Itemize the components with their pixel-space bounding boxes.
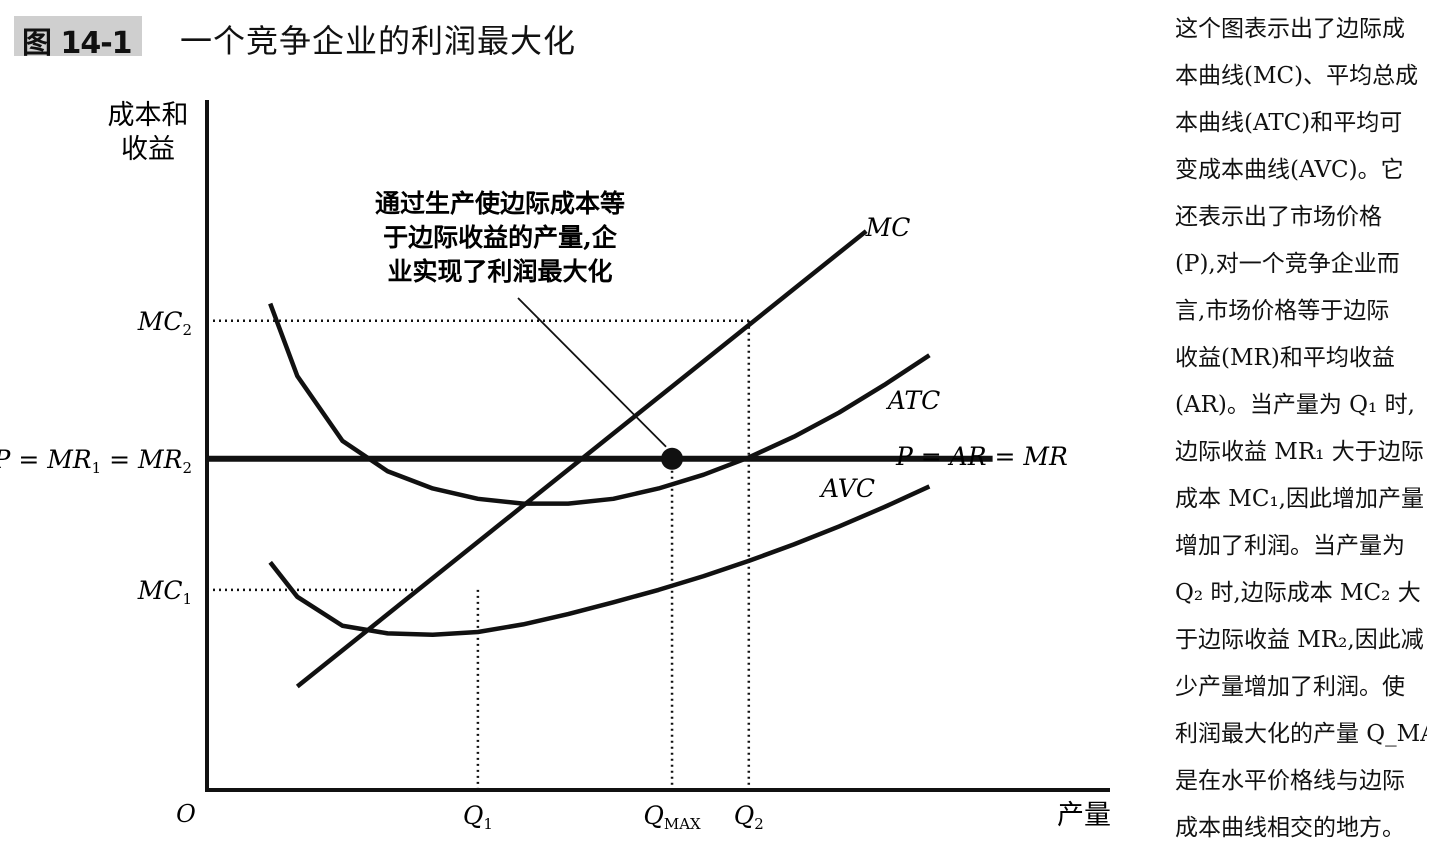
annotation-leader-line [517, 297, 667, 448]
caption-line: 增加了利润。当产量为 [1175, 533, 1405, 559]
figure-caption: 这个图表示出了边际成 本曲线(MC)、平均总成 本曲线(ATC)和平均可 变成本曲线(… [1175, 6, 1427, 852]
series-label: ATC [886, 386, 941, 415]
figure-title: 一个竞争企业的利润最大化 [180, 22, 577, 60]
x-tick-label: Q1 [463, 801, 493, 833]
caption-line: (P),对一个竞争企业而 [1175, 251, 1400, 277]
caption-line: 本曲线(MC)、平均总成 [1175, 63, 1419, 89]
caption-line: 变成本曲线(AVC)。它 [1175, 157, 1404, 183]
caption-line: 是在水平价格线与边际 [1175, 768, 1405, 794]
max-profit-point [661, 447, 684, 470]
annotation-text: 于边际收益的产量,企 [383, 223, 618, 252]
caption-line: 这个图表示出了边际成 [1175, 16, 1405, 42]
y-axis-title: 成本和 [108, 100, 189, 131]
axes [205, 100, 1110, 792]
x-tick-label: Q2 [734, 801, 764, 833]
caption-line: 成本曲线相交的地方。 [1175, 815, 1405, 841]
y-axis-title: 收益 [121, 134, 175, 165]
caption-line: Q₂ 时,边际成本 MC₂ 大 [1175, 580, 1421, 606]
y-tick-label: P = MR1 = MR2 [0, 445, 192, 477]
annotation-text: 通过生产使边际成本等 [375, 189, 625, 218]
caption-line: 于边际收益 MR₂,因此减 [1175, 627, 1424, 653]
x-axis-title: 产量 [1057, 800, 1111, 831]
caption-line: 成本 MC₁,因此增加产量 [1175, 486, 1424, 512]
y-tick-label: MC1 [137, 576, 192, 608]
series-label: AVC [819, 474, 875, 503]
caption-line: 边际收益 MR₁ 大于边际 [1175, 439, 1424, 465]
avc-curve [268, 484, 931, 637]
series-label: MC [865, 213, 911, 242]
caption-line: 言,市场价格等于边际 [1175, 298, 1390, 324]
x-tick-label: QMAX [643, 801, 701, 833]
caption-line: 少产量增加了利润。使 [1175, 674, 1405, 700]
curves [207, 229, 993, 689]
caption-line: 利润最大化的产量 Q_MAX [1175, 721, 1427, 747]
figure-badge [14, 16, 142, 56]
y-tick-label: MC2 [137, 307, 192, 339]
figure-number: 图 14-1 [22, 26, 133, 61]
caption-line: 收益(MR)和平均收益 [1175, 345, 1395, 371]
caption-line: 还表示出了市场价格 [1175, 204, 1382, 230]
caption-line: 本曲线(ATC)和平均可 [1175, 110, 1403, 136]
series-label: P = AR = MR [895, 442, 1068, 471]
caption-line: (AR)。当产量为 Q₁ 时, [1175, 392, 1415, 418]
annotation-text: 业实现了利润最大化 [387, 257, 612, 286]
origin-label: O [176, 800, 196, 828]
guide-lines [207, 319, 755, 790]
